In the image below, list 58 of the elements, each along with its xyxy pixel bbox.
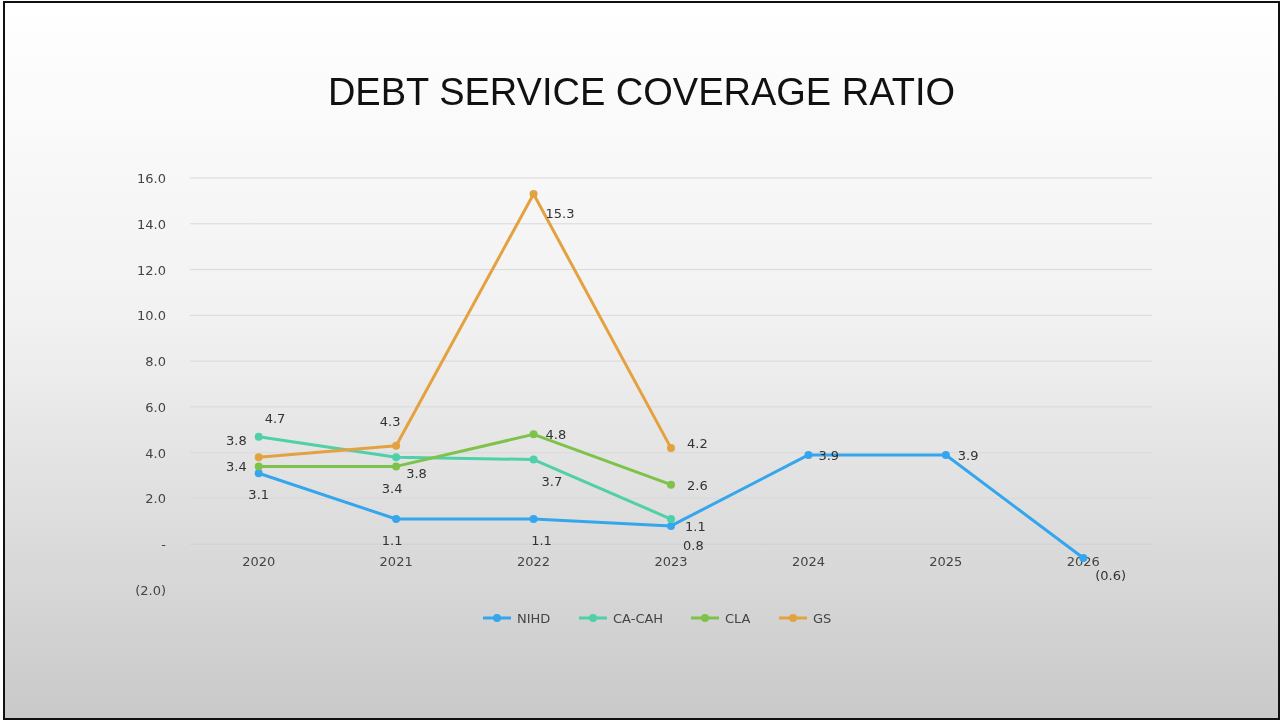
y-tick-label: 4.0 xyxy=(145,445,166,461)
point xyxy=(667,521,675,530)
point xyxy=(392,453,401,462)
y-tick-label: 2.0 xyxy=(145,491,166,507)
y-tick-label: (2.0) xyxy=(135,583,166,598)
point xyxy=(804,450,813,459)
point xyxy=(392,462,401,471)
y-tick-label: 6.0 xyxy=(145,399,166,415)
data-label: 3.7 xyxy=(541,473,563,489)
y-tick-label: - xyxy=(161,537,167,553)
y-tick-label: 8.0 xyxy=(145,354,166,370)
point xyxy=(667,444,675,453)
x-tick-label: 2020 xyxy=(242,554,276,570)
point xyxy=(529,455,538,464)
data-label: 3.1 xyxy=(248,487,270,503)
legend-label: NIHD xyxy=(517,611,551,626)
point xyxy=(254,469,263,478)
legend-label: CA-CAH xyxy=(613,611,664,626)
x-tick-label: 2022 xyxy=(517,554,551,570)
data-label: (0.6) xyxy=(1095,567,1127,583)
legend-label: CLA xyxy=(725,611,751,626)
data-label: 1.1 xyxy=(531,533,552,549)
data-label: 3.9 xyxy=(957,447,979,463)
point xyxy=(529,190,538,199)
point xyxy=(254,462,263,471)
y-tick-label: 16.0 xyxy=(137,171,166,186)
data-label: 3.8 xyxy=(226,433,247,449)
point xyxy=(941,450,950,459)
point xyxy=(392,515,401,524)
point xyxy=(254,432,263,441)
data-label: 1.1 xyxy=(381,533,403,549)
y-tick-label: 10.0 xyxy=(137,308,166,324)
x-tick-label: 2024 xyxy=(791,554,825,570)
data-label: 0.8 xyxy=(683,537,704,553)
chart-title: DEBT SERVICE COVERAGE RATIO xyxy=(327,71,956,113)
y-tick-label: 12.0 xyxy=(137,262,166,278)
x-tick-label: 2021 xyxy=(379,554,413,570)
point xyxy=(529,430,538,439)
data-label: 3.4 xyxy=(226,459,247,475)
point xyxy=(667,480,675,489)
point xyxy=(392,441,401,450)
x-tick-label: 2025 xyxy=(929,554,963,570)
data-label: 3.4 xyxy=(381,481,403,497)
data-label: 3.9 xyxy=(818,447,840,463)
x-tick-label: 2023 xyxy=(654,554,688,570)
data-label: 3.8 xyxy=(406,466,427,482)
y-tick-label: 14.0 xyxy=(137,216,166,232)
point xyxy=(529,515,538,524)
data-label: 4.2 xyxy=(687,436,708,452)
data-label: 4.8 xyxy=(545,427,567,443)
data-label: 1.1 xyxy=(685,519,706,535)
point xyxy=(254,453,263,462)
data-label: 4.7 xyxy=(264,410,286,426)
data-label: 15.3 xyxy=(545,206,575,222)
point xyxy=(667,515,675,524)
data-label: 4.3 xyxy=(379,413,401,429)
legend-label: GS xyxy=(813,611,832,626)
data-label: 2.6 xyxy=(687,477,708,493)
